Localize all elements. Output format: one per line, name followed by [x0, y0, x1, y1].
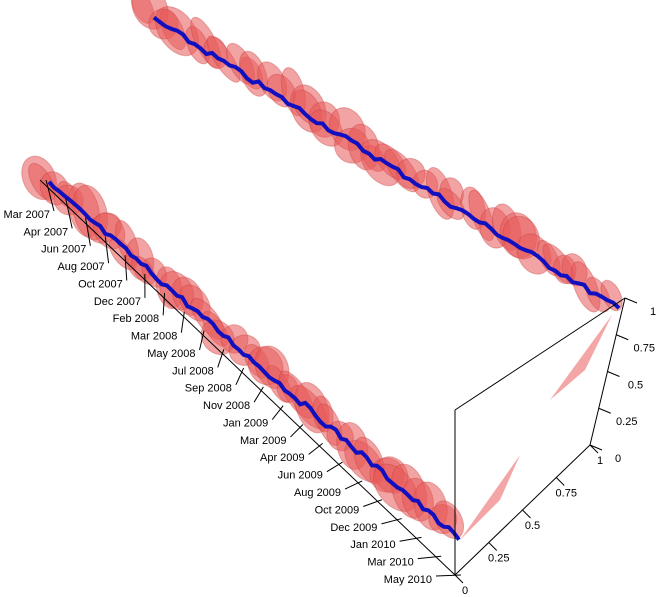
surface-sheet [460, 455, 520, 540]
x-tick [271, 405, 284, 420]
x-tick [65, 198, 73, 229]
x-tick [344, 480, 363, 490]
z-tick [598, 407, 611, 414]
x-tick-label: Apr 2009 [260, 452, 305, 464]
x-tick-label: Dec 2009 [330, 522, 377, 534]
z-tick [624, 297, 638, 304]
y-tick-label: 0 [462, 585, 468, 597]
z-tick-label: 0.25 [616, 416, 637, 428]
y-tick-label: 0.75 [556, 487, 577, 499]
x-tick-label: Jan 2009 [223, 417, 268, 429]
z-tick [607, 371, 620, 377]
z-tick-label: 0 [615, 453, 621, 465]
x-tick-label: Mar 2010 [367, 557, 413, 569]
x-tick-label: Aug 2009 [294, 487, 341, 499]
x-tick-label: Dec 2007 [94, 296, 141, 308]
x-tick [235, 367, 245, 386]
x-tick-label: Jul 2008 [172, 365, 214, 377]
y-tick-label: 0.5 [525, 520, 540, 532]
x-tick [85, 217, 91, 246]
z-tick [616, 334, 629, 341]
x-tick-label: Oct 2007 [78, 278, 123, 290]
x-tick [381, 518, 402, 525]
box [39, 179, 626, 576]
y-tick-label: 1 [597, 455, 603, 467]
x-tick-label: Apr 2007 [24, 226, 69, 238]
x-tick-label: May 2010 [384, 574, 432, 586]
surface-blob [436, 188, 466, 220]
x-tick [124, 255, 128, 281]
x-tick-label: May 2008 [147, 348, 195, 360]
x-tick [435, 574, 462, 577]
x-tick [199, 330, 205, 351]
x-tick-label: Jun 2009 [278, 470, 323, 482]
x-tick [104, 236, 110, 264]
x-tick-label: Aug 2007 [57, 261, 104, 273]
x-tick-label: Nov 2008 [203, 400, 250, 412]
x-tick [217, 349, 225, 368]
y-tick [488, 542, 498, 551]
y-tick [555, 477, 565, 486]
x-tick [253, 386, 264, 403]
x-tick [308, 442, 323, 455]
y-tick [454, 574, 464, 584]
x-tick [45, 179, 55, 212]
x-tick [162, 292, 166, 316]
x-tick [399, 536, 422, 542]
surface-sheet [550, 315, 612, 400]
z-tick-label: 0.5 [628, 379, 643, 391]
z-tick-label: 0.75 [634, 343, 655, 355]
x-tick [417, 555, 442, 560]
x-tick-label: Mar 2009 [240, 435, 286, 447]
x-tick-label: Jun 2007 [41, 244, 86, 256]
surface-edge [152, 15, 621, 310]
x-tick-label: Feb 2008 [113, 313, 159, 325]
x-tick [290, 424, 304, 438]
y-tick [589, 444, 599, 454]
box-edge [39, 179, 456, 576]
x-tick-label: Jan 2010 [350, 539, 395, 551]
x-tick-label: Oct 2009 [315, 504, 360, 516]
x-tick [326, 461, 343, 473]
x-tick [180, 311, 185, 333]
y-tick [522, 509, 531, 519]
x-tick-label: Mar 2007 [4, 209, 50, 221]
surface-edge [47, 180, 461, 541]
box-edge [454, 297, 626, 411]
x-tick-label: Mar 2008 [131, 331, 177, 343]
surface [21, 0, 623, 541]
x-tick [363, 499, 383, 507]
y-tick-label: 0.25 [488, 552, 509, 564]
z-tick [589, 444, 603, 451]
z-tick-label: 1 [650, 306, 656, 318]
x-tick-label: Sep 2008 [185, 383, 232, 395]
